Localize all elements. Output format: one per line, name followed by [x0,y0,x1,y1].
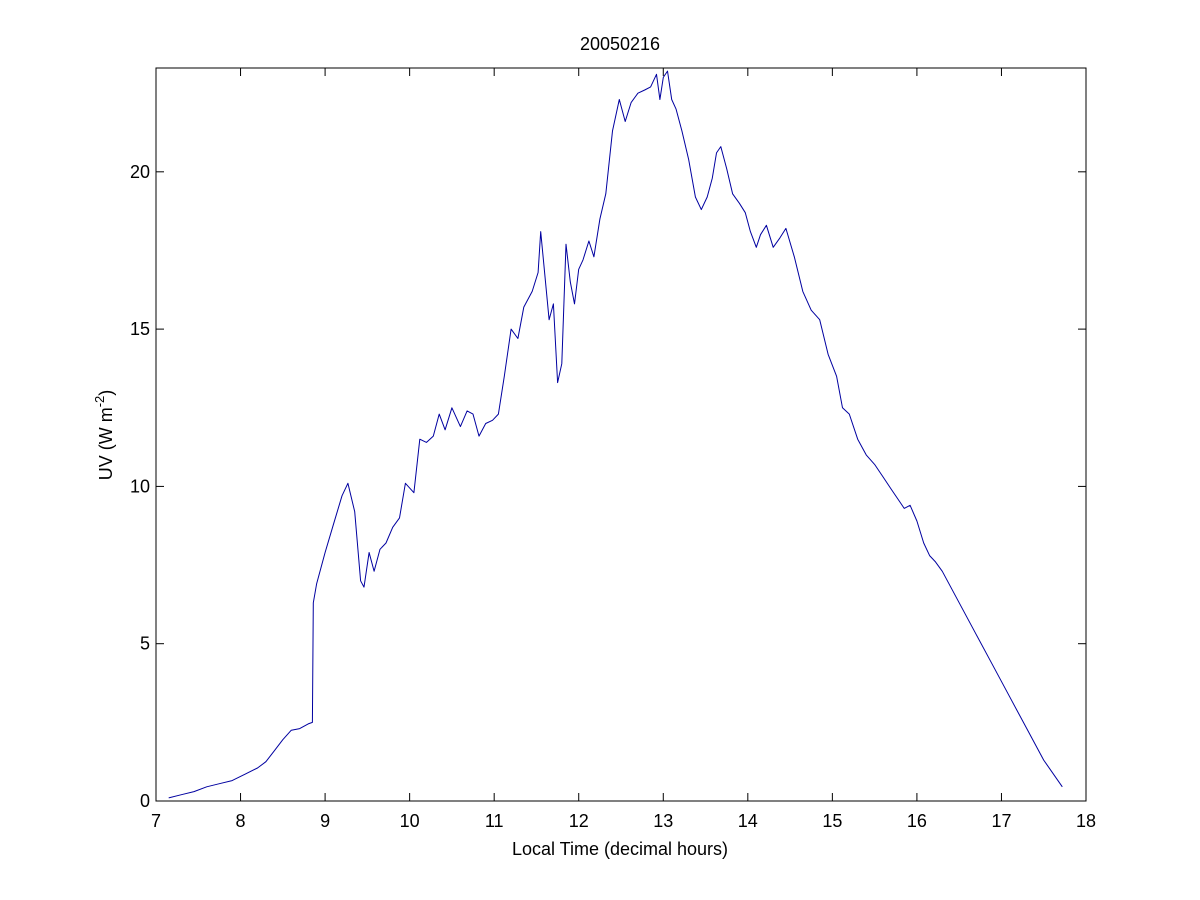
y-tick-label: 10 [130,476,150,496]
x-tick-label: 11 [485,811,504,831]
y-axis-label: UV (W m-2) [92,390,116,481]
x-axis-label: Local Time (decimal hours) [512,839,728,859]
series-line [168,70,1063,799]
y-tick-label: 0 [140,791,150,811]
x-tick-label: 18 [1076,811,1096,831]
x-tick-label: 7 [151,811,161,831]
y-tick-label: 5 [140,634,150,654]
y-tick-label: 20 [130,162,150,182]
y-axis-ticks: 0 5 10 15 20 [130,162,1086,811]
x-tick-label: 15 [822,811,842,831]
x-tick-label: 10 [400,811,420,831]
x-tick-label: 14 [738,811,758,831]
y-axis-label-base: UV (W m [96,407,116,480]
y-tick-label: 15 [130,319,150,339]
x-tick-label: 17 [991,811,1011,831]
x-axis-ticks: 7 8 9 10 11 12 13 14 15 16 17 18 [151,68,1096,831]
chart-title: 20050216 [580,34,660,54]
x-tick-label: 9 [320,811,330,831]
x-tick-label: 16 [907,811,927,831]
x-tick-label: 12 [569,811,589,831]
y-axis-label-close: ) [96,390,116,396]
y-axis-label-superscript: -2 [92,396,107,408]
plot-area [155,67,1087,802]
x-tick-label: 8 [236,811,246,831]
x-tick-label: 13 [653,811,673,831]
